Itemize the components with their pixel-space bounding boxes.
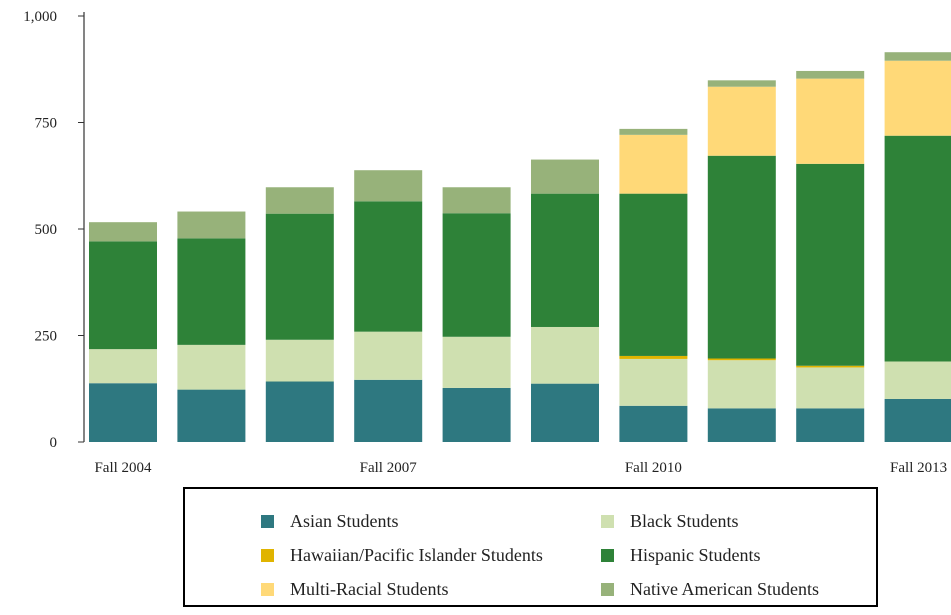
bar-segment [619,405,688,442]
y-tick-label: 1,000 [23,9,57,25]
legend-item-multiracial: Multi-Racial Students [261,579,448,600]
bar-segment [442,336,511,388]
bar-segment [884,398,951,442]
legend-label-hispanic: Hispanic Students [630,545,761,565]
bar-segment [265,187,334,214]
bar-stack [265,187,334,442]
legend-label-black: Black Students [630,511,739,531]
bar-stack [707,80,776,442]
y-tick-label: 250 [35,329,58,345]
legend-label-asian: Asian Students [290,511,399,531]
bar-segment [177,344,246,390]
x-tick-label: Fall 2007 [360,460,418,476]
bar-segment [796,163,865,366]
bar-segment [884,52,951,61]
bar-stack [442,187,511,442]
bar-segment [707,86,776,156]
bar-segment [796,365,865,368]
bar-stack [89,222,157,442]
legend-swatch-asian [261,515,274,528]
bar-segment [89,241,157,350]
legend-item-native-american: Native American Students [601,579,819,600]
bar-segment [354,170,423,202]
bar-segment [619,355,688,359]
bar-segment [354,201,423,332]
bar-segment [531,383,599,442]
bar-segment [707,360,776,409]
bar-segment [531,326,599,384]
bar-segment [707,358,776,361]
y-tick-label: 750 [35,116,58,132]
bar-segment [796,78,865,164]
bar-segment [619,358,688,406]
bar-stack [796,70,865,442]
bar-segment [177,238,246,345]
bar-segment [89,383,157,442]
bar-segment [354,379,423,442]
legend-swatch-hispanic [601,549,614,562]
legend-item-asian: Asian Students [261,511,399,532]
legend-item-black: Black Students [601,511,739,532]
bar-segment [619,193,688,356]
x-tick-label: Fall 2010 [625,460,682,476]
bar-segment [796,408,865,442]
bar-stack [619,128,688,442]
legend-swatch-multiracial [261,583,274,596]
bar-segment [354,331,423,380]
bar-segment [89,222,157,242]
y-tick-label: 500 [35,222,58,238]
x-tick-label: Fall 2013 [890,460,947,476]
bar-stack [531,159,599,442]
x-tick-label: Fall 2004 [94,460,152,476]
legend-item-hawaiian: Hawaiian/Pacific Islander Students [261,545,543,566]
legend-label-hawaiian: Hawaiian/Pacific Islander Students [290,545,543,565]
y-tick-label: 0 [50,435,58,451]
legend-label-multiracial: Multi-Racial Students [290,579,449,599]
bar-segment [265,339,334,382]
bar-segment [619,134,688,194]
bar-segment [442,387,511,442]
bar-segment [531,193,599,327]
bar-segment [884,60,951,136]
bar-segment [707,80,776,87]
legend: Asian Students Black Students Hawaiian/P… [183,487,878,607]
bar-segment [265,213,334,340]
legend-swatch-black [601,515,614,528]
bar-segment [442,213,511,337]
legend-swatch-hawaiian [261,549,274,562]
bar-segment [707,408,776,442]
bar-segment [442,187,511,214]
bar-segment [89,349,157,384]
x-axis: Fall 2004 Fall 2007 Fall 2010 Fall 2013 [94,460,947,476]
bar-segment [177,211,246,239]
bar-segment [619,128,688,135]
bar-stack [354,170,423,442]
bar-segment [177,389,246,442]
legend-swatch-native-american [601,583,614,596]
bar-segment [265,381,334,442]
legend-label-native-american: Native American Students [630,579,819,599]
bar-segment [796,70,865,79]
bar-segment [796,367,865,409]
legend-item-hispanic: Hispanic Students [601,545,761,566]
bar-segment [707,155,776,359]
y-axis: 1,000 750 500 250 0 [23,9,85,451]
bar-segment [884,135,951,362]
bar-segment [531,159,599,194]
bar-stack [884,52,951,442]
bars [89,52,951,442]
bar-stack [177,211,246,442]
bar-segment [884,361,951,399]
